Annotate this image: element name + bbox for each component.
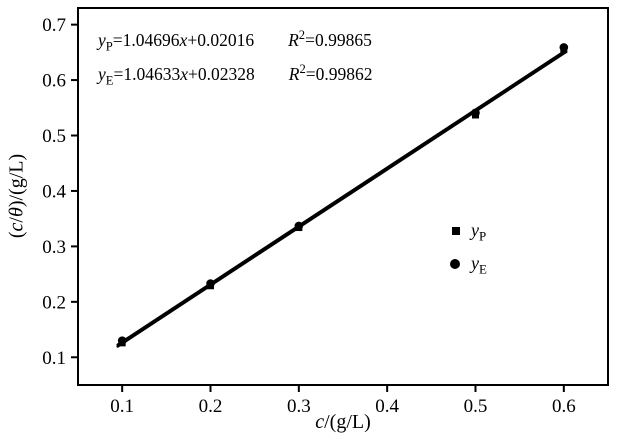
square-marker-icon (452, 226, 460, 235)
svg-text:0.2: 0.2 (42, 292, 66, 313)
equation-text: yE=1.04633x+0.02328 (98, 64, 255, 88)
svg-text:0.7: 0.7 (42, 15, 66, 36)
y-axis-title: (c/θ)/(g/L) (5, 153, 28, 239)
svg-text:0.3: 0.3 (287, 396, 311, 417)
svg-text:0.4: 0.4 (375, 396, 399, 417)
circle-marker-icon (450, 258, 460, 269)
fit-equation-2: yE=1.04633x+0.02328 R2=0.99862 (98, 62, 373, 88)
r-squared-text: R2=0.99865 (288, 28, 372, 50)
legend-item-yp: yP (452, 220, 487, 244)
legend-item-ye: yE (450, 253, 487, 277)
equation-text: yP=1.04696x+0.02016 (98, 30, 255, 54)
svg-text:0.5: 0.5 (42, 126, 66, 147)
svg-text:0.1: 0.1 (42, 348, 66, 369)
svg-text:0.2: 0.2 (199, 396, 223, 417)
x-axis-title: c/(g/L) (315, 411, 371, 433)
svg-text:0.3: 0.3 (42, 237, 66, 258)
svg-text:0.6: 0.6 (42, 71, 66, 92)
r-squared-text: R2=0.99862 (288, 62, 373, 84)
svg-text:0.6: 0.6 (552, 396, 576, 417)
svg-text:0.4: 0.4 (42, 181, 66, 202)
fit-equation-1: yP=1.04696x+0.02016 R2=0.99865 (98, 28, 372, 54)
svg-text:0.5: 0.5 (464, 396, 488, 417)
svg-text:0.1: 0.1 (110, 396, 134, 417)
legend-label: yP (471, 220, 487, 244)
legend-label: yE (471, 253, 487, 277)
